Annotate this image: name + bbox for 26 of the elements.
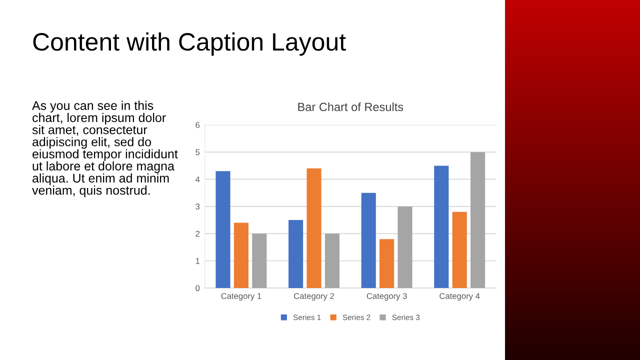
x-tick-label: Category 3 [366,293,407,301]
x-tick-label: Category 2 [294,293,334,301]
bar [361,192,376,288]
y-tick-label: 3 [196,204,200,210]
bar [234,222,248,288]
bar [398,206,412,288]
bar [306,168,322,288]
bar [434,166,449,288]
y-tick-label: 2 [196,230,200,237]
bar [380,239,394,288]
bar [470,152,486,288]
x-tick-label: Category 1 [221,293,262,301]
bar [216,171,230,288]
y-tick-label: 1 [196,258,200,264]
text: As you can see in this chart, lorem ipsum dolor sit amet, consectetur adipiscing elit, sed do eiusmod tempor incididunt ut labore et dolore magna aliqua. Ut enim ad minim veniam, quis nostrud. [32,100,178,198]
bar [288,220,304,288]
y-tick-label: 5 [196,149,200,156]
bar [324,234,340,288]
chart-title: Bar Chart of Results [298,102,404,112]
y-tick-label: 6 [196,122,200,128]
bar [252,234,267,288]
y-tick-label: 0 [196,285,200,292]
x-tick-label: Category 4 [440,293,480,301]
y-tick-label: 4 [195,176,200,182]
text: Content with Caption Layout [33,32,346,56]
bar [452,212,467,288]
